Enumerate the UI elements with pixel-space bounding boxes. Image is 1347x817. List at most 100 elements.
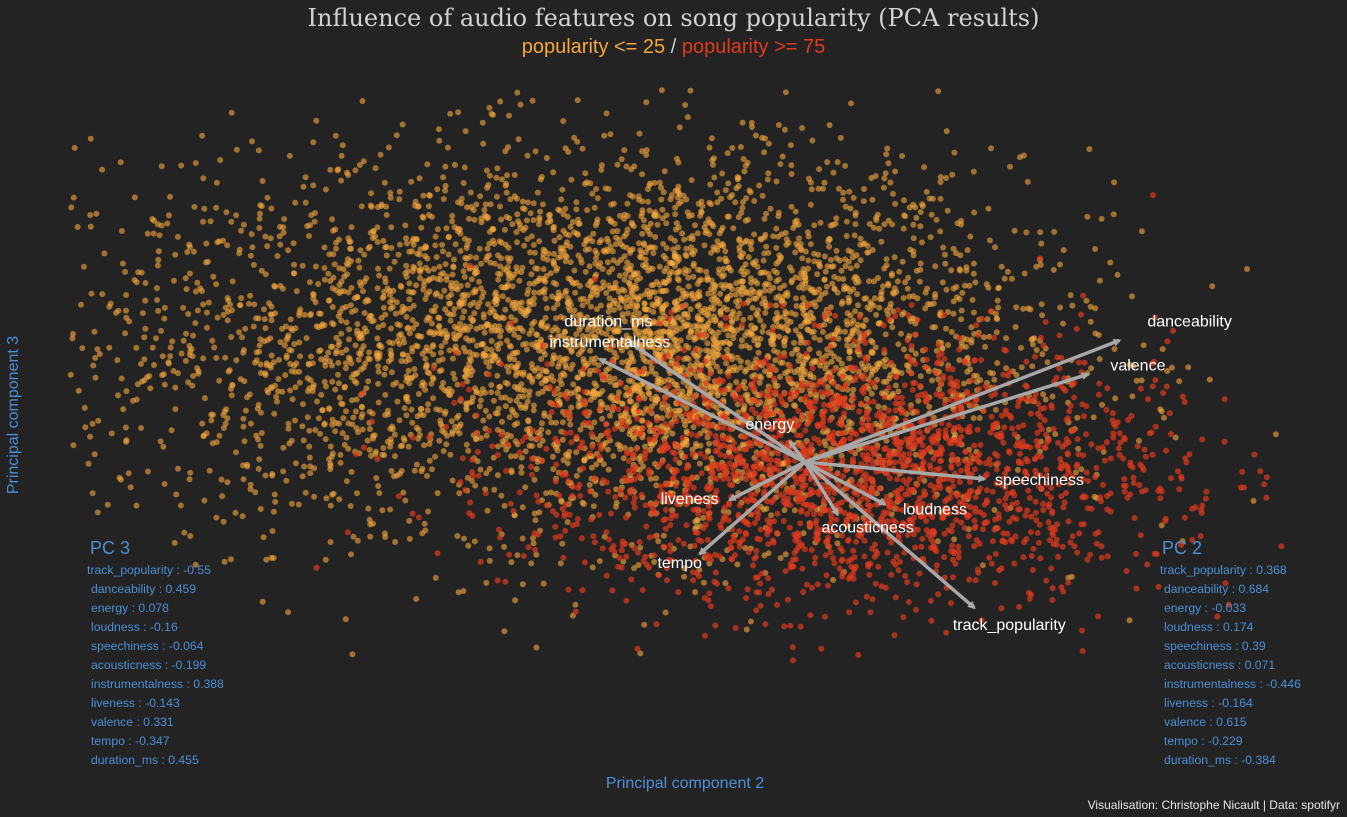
data-point <box>901 197 907 204</box>
data-point <box>635 562 642 568</box>
data-point <box>346 326 352 333</box>
data-point <box>300 183 307 190</box>
data-point <box>483 167 490 174</box>
data-point <box>530 200 537 207</box>
data-point <box>622 271 629 278</box>
data-point <box>574 385 581 392</box>
data-point <box>353 425 360 432</box>
data-point <box>317 430 323 437</box>
data-point <box>421 442 428 449</box>
data-point <box>689 236 696 243</box>
data-point <box>778 298 785 305</box>
data-point <box>89 490 96 497</box>
data-point <box>964 247 971 254</box>
data-point <box>948 328 955 335</box>
data-point <box>993 329 1000 336</box>
data-point <box>300 437 307 444</box>
data-point <box>640 240 647 247</box>
data-point <box>660 532 667 539</box>
data-point <box>878 238 885 245</box>
data-point <box>141 334 148 341</box>
data-point <box>739 204 746 211</box>
data-point <box>170 277 177 284</box>
data-point <box>461 535 467 542</box>
data-point <box>710 341 717 348</box>
data-point <box>890 308 897 315</box>
data-point <box>661 168 668 175</box>
data-point <box>275 388 281 395</box>
data-point <box>451 335 458 341</box>
data-point <box>675 306 681 313</box>
data-point <box>284 334 291 341</box>
data-point <box>501 226 508 233</box>
data-point <box>375 265 381 272</box>
data-point <box>187 270 193 277</box>
data-point <box>340 266 347 273</box>
data-point <box>1003 335 1010 342</box>
data-point <box>511 331 518 338</box>
data-point <box>481 206 488 213</box>
data-point <box>888 270 895 277</box>
data-point <box>238 295 245 301</box>
data-point <box>343 434 350 441</box>
data-point <box>417 246 424 253</box>
data-point <box>329 343 336 350</box>
data-point <box>662 255 669 262</box>
data-point <box>428 320 435 327</box>
data-point <box>352 167 359 174</box>
data-point <box>792 249 799 256</box>
data-point <box>702 358 709 365</box>
data-point <box>528 560 535 567</box>
data-point <box>548 419 555 426</box>
data-point <box>679 388 686 395</box>
data-point <box>330 490 337 497</box>
data-point <box>917 223 924 230</box>
data-point <box>602 439 609 446</box>
data-point <box>436 322 443 329</box>
data-point <box>834 532 841 539</box>
data-point <box>675 355 682 362</box>
data-point <box>525 417 532 424</box>
data-point <box>777 374 783 380</box>
data-point <box>631 163 638 170</box>
data-point <box>607 394 614 401</box>
data-point <box>554 396 561 403</box>
data-point <box>540 348 547 355</box>
data-point <box>798 323 804 330</box>
data-point <box>495 270 502 277</box>
data-point <box>396 241 403 248</box>
data-point <box>584 207 591 214</box>
data-point <box>167 353 174 360</box>
data-point <box>354 294 361 301</box>
data-point <box>850 194 857 201</box>
data-point <box>830 263 837 270</box>
data-point <box>626 297 633 304</box>
data-point <box>579 371 586 378</box>
data-point <box>424 407 431 414</box>
data-point <box>628 274 635 281</box>
data-point <box>961 282 968 289</box>
data-point <box>451 161 458 168</box>
data-point <box>345 172 352 178</box>
data-point <box>586 371 593 378</box>
data-point <box>421 520 428 527</box>
data-point <box>696 460 703 467</box>
data-point <box>522 484 529 491</box>
data-point <box>555 363 562 370</box>
data-point <box>582 170 589 177</box>
data-point <box>430 342 437 349</box>
data-point <box>599 415 606 422</box>
data-point <box>342 360 349 367</box>
data-point <box>812 303 819 310</box>
data-point <box>455 109 462 116</box>
data-point <box>784 596 791 603</box>
data-point <box>634 270 641 277</box>
data-point <box>104 501 111 508</box>
data-point <box>690 577 697 584</box>
data-point <box>594 216 601 223</box>
data-point <box>108 430 115 437</box>
data-point <box>857 235 864 242</box>
data-point <box>394 472 400 479</box>
data-point <box>770 233 777 240</box>
data-point <box>1181 514 1188 521</box>
